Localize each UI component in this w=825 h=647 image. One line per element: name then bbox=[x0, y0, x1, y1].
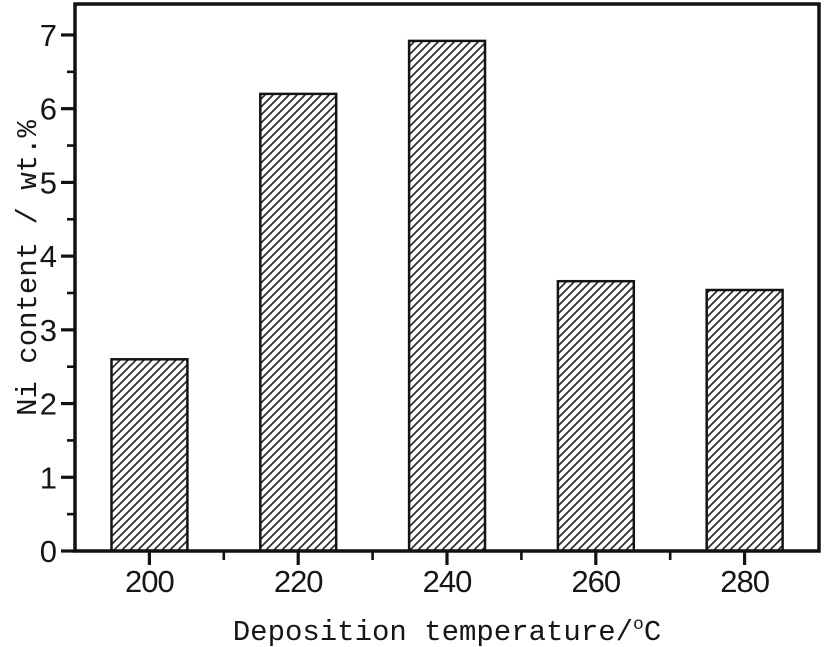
bar-220 bbox=[259, 92, 338, 553]
x-axis: 200 220 240 260 280 bbox=[125, 551, 771, 599]
y-axis-title: Ni content / wt.% bbox=[12, 119, 45, 415]
y-tick-label: 1 bbox=[40, 460, 56, 495]
y-axis: 0 1 2 3 4 5 6 7 bbox=[40, 18, 75, 569]
bar-200 bbox=[110, 358, 189, 553]
y-tick-label: 4 bbox=[40, 239, 57, 274]
y-tick-label: 5 bbox=[40, 165, 56, 200]
y-tick-label: 7 bbox=[40, 18, 56, 53]
bar-280 bbox=[705, 288, 784, 553]
x-tick-label: 240 bbox=[423, 564, 472, 599]
bar-260 bbox=[556, 279, 636, 553]
bars bbox=[110, 39, 784, 553]
x-tick-label: 260 bbox=[571, 564, 620, 599]
y-tick-label: 2 bbox=[40, 387, 56, 422]
y-tick-label: 3 bbox=[40, 313, 56, 348]
y-tick-label: 0 bbox=[40, 534, 57, 569]
x-tick-label: 200 bbox=[125, 564, 174, 599]
x-tick-label: 280 bbox=[720, 564, 769, 599]
y-tick-label: 6 bbox=[40, 92, 56, 127]
x-axis-title: Deposition temperature/oC bbox=[233, 615, 661, 647]
x-tick-label: 220 bbox=[274, 564, 323, 599]
bar-240 bbox=[407, 39, 487, 553]
